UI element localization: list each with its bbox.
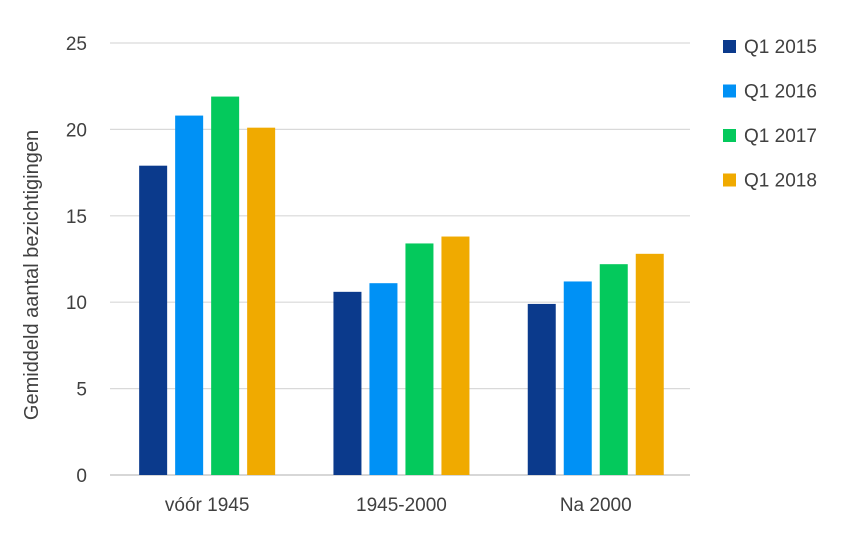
bar <box>369 283 398 475</box>
bar <box>599 264 628 475</box>
bar <box>247 127 276 475</box>
y-tick-label: 15 <box>66 207 87 228</box>
y-axis-ticks: 0 5 10 15 20 25 <box>66 34 87 487</box>
y-tick-label: 10 <box>66 293 87 314</box>
x-axis-labels: vóór 1945 1945-2000 Na 2000 <box>165 495 632 516</box>
legend-label: Q1 2015 <box>744 37 817 58</box>
legend-label: Q1 2017 <box>744 126 817 147</box>
bar <box>527 303 556 475</box>
bar <box>211 96 240 476</box>
bar <box>139 165 168 476</box>
y-tick-label: 0 <box>76 466 87 487</box>
y-tick-label: 20 <box>66 120 87 141</box>
legend-swatch <box>723 129 736 142</box>
gridlines <box>110 42 690 476</box>
y-tick-label: 5 <box>76 380 87 401</box>
bar <box>405 243 434 475</box>
legend-swatch <box>723 84 736 98</box>
bar <box>563 281 592 475</box>
bar <box>333 291 362 475</box>
bar <box>441 236 470 475</box>
bar <box>635 253 664 475</box>
x-tick-label: vóór 1945 <box>165 495 250 516</box>
bar <box>175 115 204 476</box>
legend-label: Q1 2018 <box>744 171 817 192</box>
y-axis-title: Gemiddeld aantal bezichtigingen <box>21 130 43 420</box>
bars <box>139 96 664 476</box>
y-tick-label: 25 <box>66 34 87 55</box>
legend-swatch <box>723 40 736 53</box>
legend-swatch <box>723 173 736 187</box>
x-tick-label: Na 2000 <box>560 495 632 516</box>
legend-label: Q1 2016 <box>744 82 817 103</box>
legend: Q1 2015 Q1 2016 Q1 2017 Q1 2018 <box>723 37 817 192</box>
x-tick-label: 1945-2000 <box>356 495 447 516</box>
